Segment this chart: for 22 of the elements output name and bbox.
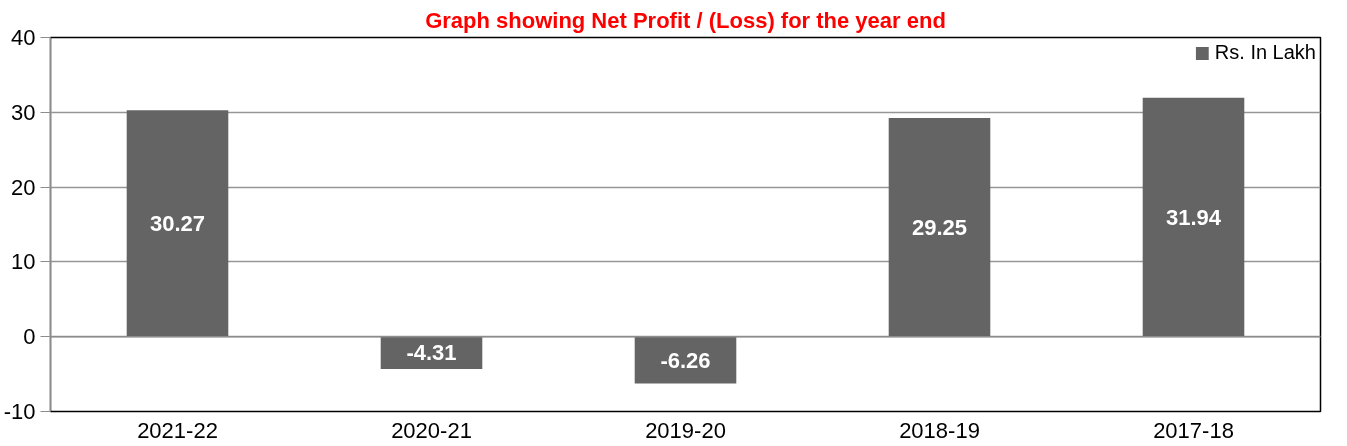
data-label: -6.26 [660, 347, 711, 373]
bar [634, 336, 737, 384]
y-tick-label: 0 [23, 324, 36, 350]
x-tick-label: 2019-20 [645, 417, 726, 443]
y-tick-label: 20 [11, 174, 36, 200]
legend-label: Rs. In Lakh [1214, 41, 1316, 64]
bar [888, 117, 991, 337]
x-tick-label: 2020-21 [391, 417, 472, 443]
y-tick-label: 30 [11, 99, 36, 125]
y-tick-label: 10 [11, 249, 36, 275]
data-label: 29.25 [911, 214, 968, 240]
y-tick-label: -10 [3, 399, 36, 424]
bar [126, 110, 229, 337]
data-label: 30.27 [149, 210, 206, 236]
data-label: 31.94 [1165, 204, 1222, 230]
bar [1142, 97, 1245, 337]
x-tick-label: 2021-22 [137, 417, 218, 443]
x-tick-label: 2017-18 [1153, 417, 1234, 443]
y-tick-label: 40 [11, 25, 36, 50]
x-tick-label: 2018-19 [899, 417, 980, 443]
chart-title: Graph showing Net Profit / (Loss) for the year end [425, 7, 946, 33]
data-label: -4.31 [406, 340, 457, 366]
